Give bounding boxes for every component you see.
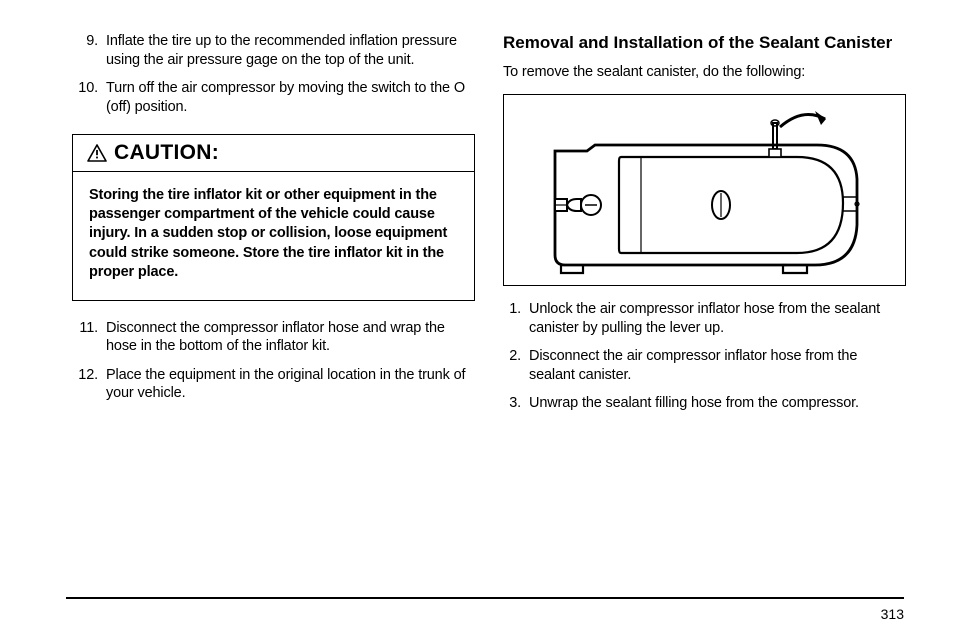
list-item: 1. Unlock the air compressor inflator ho… <box>503 300 906 337</box>
list-text: Inflate the tire up to the recommended i… <box>106 32 475 69</box>
caution-label: CAUTION: <box>114 141 219 165</box>
list-number: 1. <box>503 300 529 337</box>
list-number: 3. <box>503 394 529 413</box>
figure-box <box>503 94 906 286</box>
left-column: 9. Inflate the tire up to the recommende… <box>72 32 475 555</box>
caution-box: CAUTION: Storing the tire inflator kit o… <box>72 134 475 301</box>
list-number: 9. <box>72 32 106 69</box>
list-text: Unwrap the sealant filling hose from the… <box>529 394 906 413</box>
list-text: Turn off the air compressor by moving th… <box>106 79 475 116</box>
list-item: 2. Disconnect the air compressor inflato… <box>503 347 906 384</box>
warning-triangle-icon <box>87 144 107 162</box>
list-text: Disconnect the air compressor inflator h… <box>529 347 906 384</box>
list-number: 11. <box>72 319 106 356</box>
list-text: Place the equipment in the original loca… <box>106 366 475 403</box>
list-number: 2. <box>503 347 529 384</box>
list-item: 12. Place the equipment in the original … <box>72 366 475 403</box>
sealant-canister-diagram <box>525 105 885 275</box>
caution-heading: CAUTION: <box>73 135 474 172</box>
right-column: Removal and Installation of the Sealant … <box>503 32 906 555</box>
list-item: 10. Turn off the air compressor by movin… <box>72 79 475 116</box>
section-intro: To remove the sealant canister, do the f… <box>503 63 906 82</box>
caution-body-text: Storing the tire inflator kit or other e… <box>73 172 474 300</box>
list-item: 9. Inflate the tire up to the recommende… <box>72 32 475 69</box>
page-number: 313 <box>881 606 904 622</box>
page-content: 9. Inflate the tire up to the recommende… <box>0 0 954 575</box>
list-number: 12. <box>72 366 106 403</box>
footer-rule <box>66 597 904 599</box>
list-item: 3. Unwrap the sealant filling hose from … <box>503 394 906 413</box>
list-item: 11. Disconnect the compressor inflator h… <box>72 319 475 356</box>
list-number: 10. <box>72 79 106 116</box>
list-text: Unlock the air compressor inflator hose … <box>529 300 906 337</box>
section-title: Removal and Installation of the Sealant … <box>503 32 906 53</box>
list-text: Disconnect the compressor inflator hose … <box>106 319 475 356</box>
